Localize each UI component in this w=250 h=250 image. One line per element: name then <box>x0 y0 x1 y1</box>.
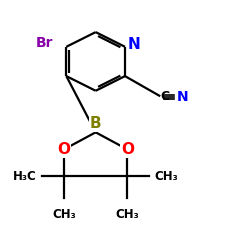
Text: B: B <box>90 116 102 131</box>
Text: O: O <box>121 142 134 157</box>
Text: N: N <box>176 90 188 104</box>
Text: O: O <box>58 142 70 157</box>
Text: CH₃: CH₃ <box>154 170 178 183</box>
Text: C: C <box>160 90 170 104</box>
Text: N: N <box>128 37 140 52</box>
Text: Br: Br <box>36 36 53 50</box>
Text: CH₃: CH₃ <box>116 208 139 221</box>
Text: CH₃: CH₃ <box>52 208 76 221</box>
Text: H₃C: H₃C <box>13 170 37 183</box>
